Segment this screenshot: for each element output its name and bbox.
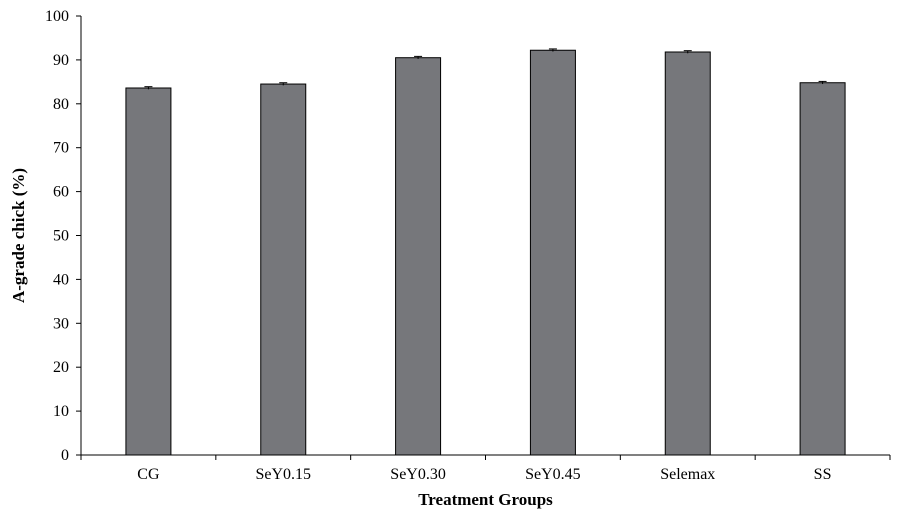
y-tick-label: 0 [61,447,69,464]
y-tick-label: 80 [53,96,69,113]
x-tick-label: CG [137,466,160,483]
x-tick-label: SeY0.45 [525,466,581,483]
y-tick-label: 60 [53,184,69,201]
y-tick-label: 100 [45,8,69,25]
axes-group [80,16,890,456]
bar [799,82,846,456]
x-axis-title: Treatment Groups [418,490,553,509]
y-axis-title: A-grade chick (%) [9,168,28,303]
y-tick-label: 10 [53,403,69,420]
y-tick-label: 90 [53,52,69,69]
x-tick-label: SS [814,466,832,483]
y-ticks-group: 0 10 20 30 40 50 60 70 80 90 100 [45,8,81,464]
y-tick-label: 70 [53,140,69,157]
x-tick-label: Selemax [660,466,715,483]
bar [125,87,172,456]
x-ticks-group: CG SeY0.15 SeY0.30 SeY0.45 Selemax SS [80,455,891,483]
error-bars-group [144,48,827,90]
bar [395,57,442,456]
x-tick-label: SeY0.30 [390,466,446,483]
x-tick-label: SeY0.15 [255,466,311,483]
y-tick-label: 50 [53,228,69,245]
bars-group [125,49,846,456]
y-tick-label: 40 [53,271,69,288]
bar [260,83,307,456]
y-tick-label: 20 [53,359,69,376]
y-tick-label: 30 [53,315,69,332]
bar [664,51,711,456]
bar [529,49,576,456]
